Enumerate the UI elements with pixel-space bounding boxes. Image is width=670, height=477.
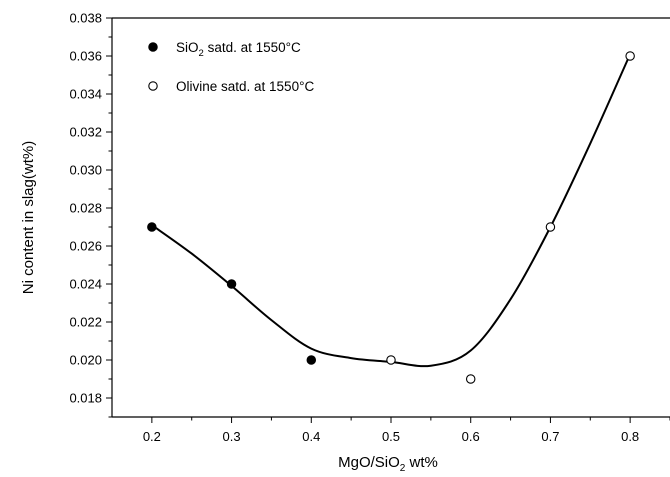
legend-marker-1 bbox=[148, 42, 158, 52]
x-tick-label: 0.2 bbox=[143, 429, 161, 444]
fit-curve-group bbox=[151, 53, 632, 368]
y-tick-label: 0.020 bbox=[69, 353, 102, 368]
data-point-series-1 bbox=[226, 279, 237, 289]
y-tick-label: 0.024 bbox=[69, 277, 102, 292]
legend: SiO2 satd. at 1550°C Olivine satd. at 155… bbox=[148, 40, 314, 94]
x-tick-label: 0.7 bbox=[541, 429, 559, 444]
x-tick-label: 0.5 bbox=[382, 429, 400, 444]
ticks: 0.2 0.3 0.4 0.5 0.6 0.7 0.8 0.018 0.020 0.022 0.02… bbox=[69, 11, 670, 444]
x-axis-title-sub: 2 bbox=[400, 463, 406, 474]
legend-label-suffix: satd. at 1550°C bbox=[204, 40, 301, 55]
y-tick-label: 0.028 bbox=[69, 201, 102, 216]
data-point-series-2 bbox=[465, 374, 476, 384]
data-point-series-2 bbox=[386, 355, 396, 365]
data-point-series-1 bbox=[147, 222, 157, 232]
y-tick-label: 0.034 bbox=[69, 87, 102, 102]
y-tick-label: 0.022 bbox=[69, 315, 102, 330]
legend-label-sub: 2 bbox=[199, 48, 204, 59]
y-tick-label: 0.030 bbox=[69, 163, 102, 178]
x-axis-title-suffix: wt% bbox=[405, 454, 438, 471]
x-tick-label: 0.4 bbox=[302, 429, 320, 444]
x-axis-title: MgO/SiO2 wt% bbox=[338, 454, 438, 474]
legend-label-main: SiO bbox=[176, 40, 199, 55]
x-axis-title-main: MgO/SiO bbox=[338, 454, 400, 471]
y-axis-title: Ni content in slag(wt%) bbox=[20, 141, 37, 294]
y-tick-label: 0.038 bbox=[69, 11, 102, 26]
y-tick-label: 0.036 bbox=[69, 49, 102, 64]
legend-marker-2 bbox=[148, 81, 158, 91]
fit-curve bbox=[151, 53, 632, 368]
axis-titles: MgO/SiO2 wt% Ni content in slag(wt%) bbox=[20, 141, 438, 474]
legend-label-main: Olivine satd. at 1550°C bbox=[176, 79, 314, 94]
data-point-series-2 bbox=[545, 222, 556, 232]
data-point-series-1 bbox=[306, 355, 317, 365]
x-tick-label: 0.3 bbox=[223, 429, 241, 444]
y-tick-label: 0.026 bbox=[69, 239, 102, 254]
x-tick-label: 0.8 bbox=[621, 429, 639, 444]
y-tick-label: 0.032 bbox=[69, 125, 102, 140]
data-point-series-2 bbox=[625, 51, 635, 61]
x-tick-label: 0.6 bbox=[462, 429, 480, 444]
y-tick-label: 0.018 bbox=[69, 391, 102, 406]
legend-label-2: Olivine satd. at 1550°C bbox=[176, 79, 314, 94]
legend-label-1: SiO2 satd. at 1550°C bbox=[176, 40, 301, 59]
data-points bbox=[147, 51, 635, 384]
